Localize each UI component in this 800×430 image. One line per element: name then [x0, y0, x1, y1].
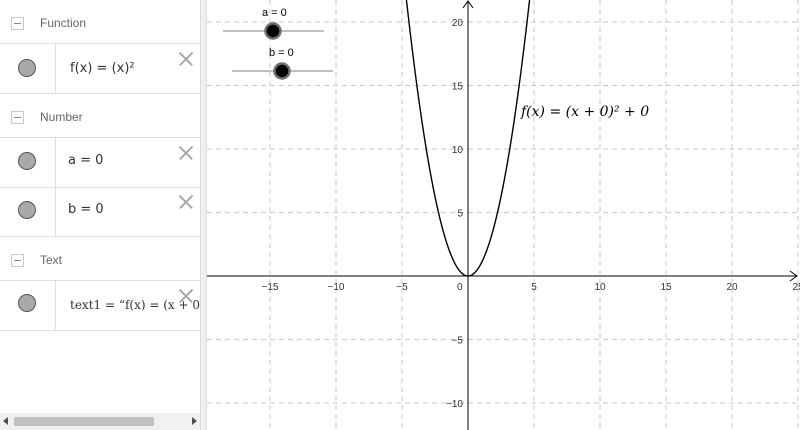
slider-b-label: b = 0 — [269, 47, 294, 59]
marble-cell — [0, 44, 56, 93]
algebra-view: Function f(x) = (x)² Number a = 0 b = 0 … — [0, 0, 200, 430]
delete-icon[interactable] — [176, 143, 196, 163]
y-tick-label: 10 — [452, 145, 464, 156]
tick-labels: −15 −10 −5 5 10 15 20 25 20 15 10 5 −5 −10 — [262, 18, 800, 410]
group-title-number: Number — [40, 110, 83, 124]
group-header-number[interactable]: Number — [0, 94, 200, 138]
function-curve[interactable] — [405, 0, 531, 277]
slider-a-knob[interactable] — [264, 22, 282, 40]
x-tick-label: −10 — [328, 282, 345, 293]
scroll-right-icon[interactable] — [192, 417, 197, 425]
number-a-definition[interactable]: a = 0 — [68, 153, 104, 168]
origin-label: 0 — [457, 282, 463, 293]
group-title-text: Text — [40, 253, 63, 267]
y-tick-label: 20 — [452, 18, 464, 29]
function-definition[interactable]: f(x) = (x)² — [70, 61, 135, 76]
algebra-item-a[interactable]: a = 0 — [0, 138, 200, 188]
visibility-toggle-icon[interactable] — [18, 294, 36, 312]
x-tick-label: 10 — [594, 282, 606, 293]
graphics-view[interactable]: −15 −10 −5 5 10 15 20 25 20 15 10 5 −5 −10 0 f(x) = (… — [207, 0, 800, 430]
function-label[interactable]: f(x) = (x + 0)² + 0 — [520, 104, 649, 120]
marble-cell — [0, 281, 56, 330]
number-b-definition[interactable]: b = 0 — [68, 202, 104, 217]
delete-icon[interactable] — [176, 192, 196, 212]
x-tick-label: −5 — [396, 282, 408, 293]
horizontal-scrollbar[interactable] — [0, 413, 200, 430]
text1-definition[interactable]: text1 = “f(x) = (x + 0 — [70, 298, 200, 312]
visibility-toggle-icon[interactable] — [18, 201, 36, 219]
collapse-number-icon[interactable] — [11, 111, 24, 124]
slider-b[interactable]: b = 0 — [232, 47, 333, 80]
algebra-item-b[interactable]: b = 0 — [0, 188, 200, 237]
y-tick-label: 15 — [452, 82, 464, 93]
group-header-text[interactable]: Text — [0, 237, 200, 281]
x-tick-label: 25 — [792, 282, 800, 293]
y-axis-arrow-icon — [462, 0, 474, 9]
delete-icon[interactable] — [176, 286, 196, 306]
algebra-item-f[interactable]: f(x) = (x)² — [0, 44, 200, 94]
collapse-text-icon[interactable] — [11, 254, 24, 267]
axes — [207, 0, 798, 430]
collapse-function-icon[interactable] — [11, 17, 24, 30]
visibility-toggle-icon[interactable] — [18, 59, 36, 77]
slider-a[interactable]: a = 0 — [223, 7, 324, 40]
y-tick-label: 5 — [457, 209, 463, 220]
delete-icon[interactable] — [176, 49, 196, 69]
scroll-left-icon[interactable] — [3, 417, 8, 425]
visibility-toggle-icon[interactable] — [18, 152, 36, 170]
slider-a-label: a = 0 — [262, 7, 287, 19]
x-axis-arrow-icon — [789, 270, 798, 282]
group-header-function[interactable]: Function — [0, 0, 200, 44]
y-tick-label: −10 — [446, 399, 463, 410]
group-title-function: Function — [40, 16, 87, 30]
scrollbar-thumb[interactable] — [14, 417, 154, 426]
x-tick-label: −15 — [262, 282, 279, 293]
slider-b-knob[interactable] — [273, 62, 291, 80]
view-splitter[interactable] — [200, 0, 207, 430]
x-tick-label: 20 — [726, 282, 738, 293]
marble-cell — [0, 138, 56, 187]
marble-cell — [0, 188, 56, 236]
algebra-item-text1[interactable]: text1 = “f(x) = (x + 0 — [0, 281, 200, 331]
y-tick-label: −5 — [452, 336, 464, 347]
x-tick-label: 5 — [531, 282, 537, 293]
x-tick-label: 15 — [660, 282, 672, 293]
